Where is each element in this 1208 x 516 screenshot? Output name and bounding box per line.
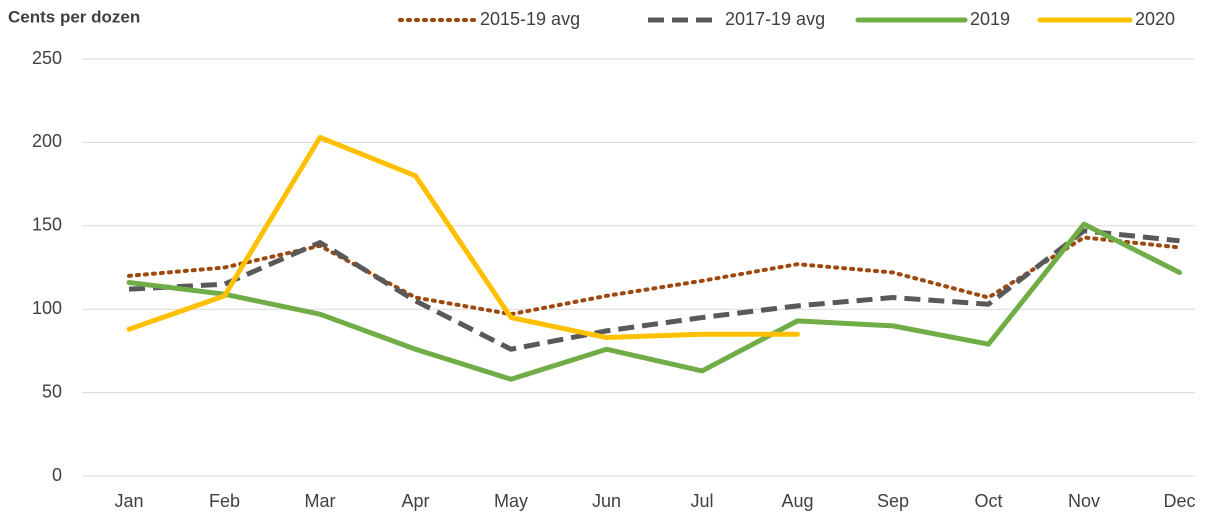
line-series <box>126 221 1182 382</box>
y-tick-label: 250 <box>32 48 62 68</box>
x-tick-label: Feb <box>209 491 240 511</box>
axis-title: Cents per dozen <box>8 7 140 26</box>
x-tick-label: Jun <box>592 491 621 511</box>
x-tick-label: Aug <box>781 491 813 511</box>
x-tick-label: Jan <box>114 491 143 511</box>
legend-label: 2017-19 avg <box>725 9 825 29</box>
legend-label: 2019 <box>970 9 1010 29</box>
x-tick-label: Apr <box>401 491 429 511</box>
x-tick-label: May <box>494 491 528 511</box>
y-tick-label: 100 <box>32 298 62 318</box>
y-tick-label: 150 <box>32 215 62 235</box>
legend-label: 2015-19 avg <box>480 9 580 29</box>
legend-label: 2020 <box>1135 9 1175 29</box>
line-series <box>128 228 1180 352</box>
y-tick-label: 50 <box>42 381 62 401</box>
y-tick-label: 0 <box>52 465 62 485</box>
x-tick-label: Nov <box>1068 491 1100 511</box>
y-tick-label: 200 <box>32 131 62 151</box>
line-series <box>126 134 800 341</box>
x-tick-label: Dec <box>1163 491 1195 511</box>
x-tick-label: Oct <box>974 491 1002 511</box>
x-tick-label: Jul <box>690 491 713 511</box>
x-tick-label: Sep <box>877 491 909 511</box>
x-tick-label: Mar <box>305 491 336 511</box>
